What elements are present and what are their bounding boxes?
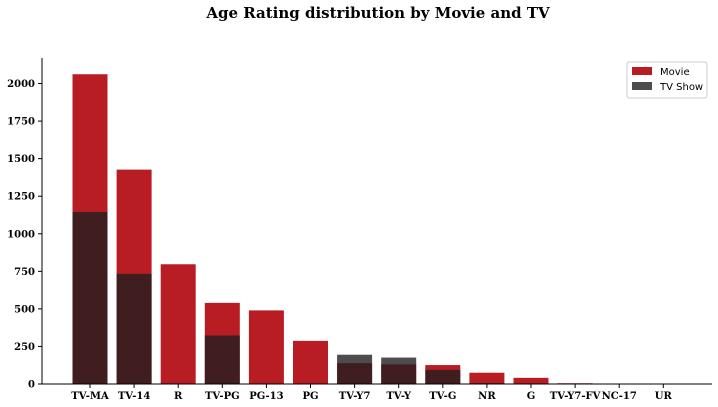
legend-swatch-movie: [632, 67, 652, 75]
legend-label-movie: Movie: [660, 67, 690, 78]
x-tick-label: TV-14: [118, 391, 151, 402]
bar-movie-g: [513, 377, 549, 384]
x-tick-label: TV-MA: [71, 391, 109, 402]
chart-title: Age Rating distribution by Movie and TV: [205, 4, 550, 22]
x-tick-label: TV-Y7-FV: [550, 391, 601, 402]
x-tick-label: PG: [302, 391, 318, 402]
bar-movie-r: [160, 264, 196, 384]
x-tick-label: NR: [478, 391, 496, 402]
bar-movie-pg-13: [248, 310, 284, 384]
legend-swatch-tv-show: [632, 82, 652, 90]
bar-movie-nr: [469, 372, 505, 384]
bars-layer: [72, 74, 681, 384]
y-tick-label: 1500: [7, 154, 35, 165]
y-tick-label: 1000: [7, 229, 35, 240]
x-tick-label: NC-17: [602, 391, 637, 402]
bar-tv-show-tv-pg: [204, 335, 240, 384]
x-tick-label: TV-G: [429, 391, 456, 402]
x-tick-label: R: [174, 391, 183, 402]
y-tick-label: 250: [14, 342, 35, 353]
x-tick-label: TV-Y: [386, 391, 412, 402]
y-tick-label: 500: [14, 304, 35, 315]
bar-tv-show-tv-y: [381, 357, 417, 384]
x-tick-label: G: [527, 391, 536, 402]
x-tick-label: TV-Y7: [339, 391, 371, 402]
y-tick-label: 750: [14, 267, 35, 278]
y-tick-label: 1750: [7, 117, 35, 128]
x-tick-label: UR: [655, 391, 673, 402]
bar-movie-pg: [293, 340, 328, 384]
y-tick-label: 2000: [7, 79, 35, 90]
legend: Movie TV Show: [626, 61, 708, 99]
bar-tv-show-tv-ma: [72, 211, 108, 384]
y-tick-label: 0: [28, 380, 35, 391]
y-tick-label: 1250: [7, 192, 35, 203]
legend-label-tv-show: TV Show: [659, 82, 703, 93]
x-tick-label: PG-13: [249, 391, 283, 402]
bar-tv-show-tv-14: [116, 273, 152, 384]
bar-tv-show-tv-y7: [337, 354, 373, 384]
axes-layer: 0 250 500 750 1000 1250 1500 1750 2000 TV-MA TV-14…: [7, 58, 712, 402]
x-tick-label: TV-PG: [205, 391, 240, 402]
bar-tv-show-tv-g: [425, 369, 461, 384]
